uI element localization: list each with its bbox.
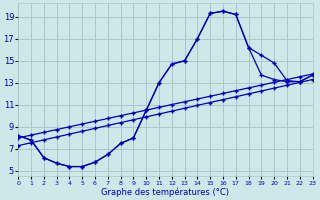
- X-axis label: Graphe des températures (°C): Graphe des températures (°C): [101, 187, 229, 197]
